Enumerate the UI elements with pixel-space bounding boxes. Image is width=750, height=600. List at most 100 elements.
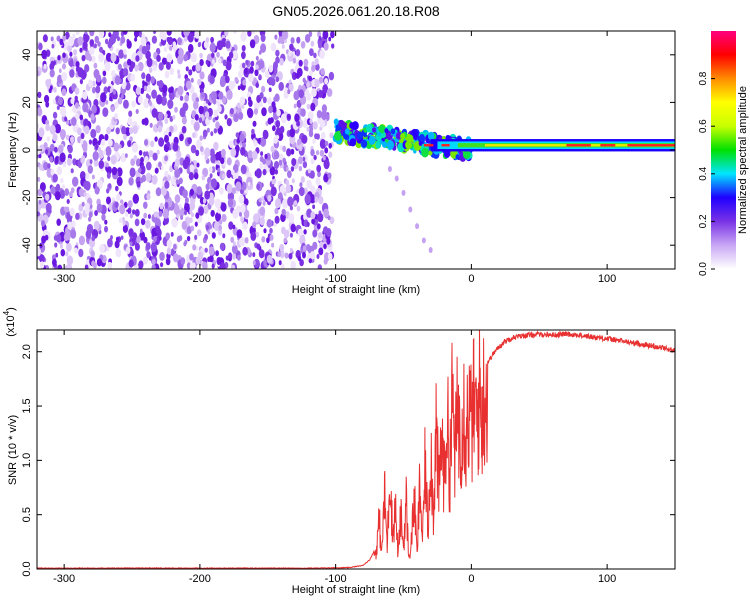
heatmap-cell [274, 198, 282, 209]
heatmap-cell [184, 197, 189, 204]
heatmap-cell [316, 254, 320, 259]
heatmap-cell [184, 156, 191, 166]
y-tick-label: 0.0 [21, 561, 33, 576]
heatmap-cell [238, 70, 243, 79]
heatmap-cell [56, 35, 61, 42]
heatmap-cell [421, 237, 426, 244]
heatmap-cell [52, 173, 58, 183]
heatmap-cell [228, 252, 233, 259]
heatmap-cell [146, 251, 151, 259]
heatmap-cell [69, 207, 75, 217]
heatmap-cell [324, 147, 329, 154]
heatmap-cell [209, 75, 215, 84]
heatmap-cell [288, 50, 292, 57]
heatmap-cell [208, 196, 215, 206]
heatmap-cell [40, 254, 45, 263]
heatmap-cell [66, 255, 74, 266]
heatmap-cell [79, 114, 84, 121]
heatmap-cell [75, 212, 80, 220]
heatmap-cell [146, 85, 151, 93]
heatmap-cell [106, 172, 111, 179]
heatmap-cell [251, 31, 256, 34]
heatmap-cell [44, 94, 50, 104]
heatmap-cell [264, 70, 270, 78]
heatmap-cell [65, 206, 70, 213]
heatmap-cell [65, 134, 70, 141]
heatmap-cell [338, 119, 345, 128]
heatmap-cell [133, 155, 138, 162]
heatmap-cell [235, 181, 242, 192]
heatmap-cell [302, 156, 306, 162]
heatmap-cell [212, 59, 215, 64]
heatmap-cell [216, 51, 220, 58]
heatmap-cell [96, 179, 103, 190]
heatmap-cell [239, 236, 245, 247]
heatmap-cell [284, 87, 289, 95]
heatmap-cell [56, 166, 63, 176]
heatmap-cell [59, 106, 67, 117]
heatmap-cell [118, 49, 124, 59]
heatmap-cell [255, 56, 259, 61]
y-tick-label: 2.0 [21, 344, 33, 359]
heatmap-cell [159, 202, 164, 210]
heatmap-cell [317, 212, 324, 223]
heatmap-cell [314, 58, 319, 65]
heatmap-cell [166, 31, 172, 36]
heatmap-cell [344, 128, 350, 135]
heatmap-cell [237, 254, 241, 261]
heatmap-cell [206, 127, 210, 133]
heatmap-cell [299, 259, 304, 267]
heatmap-cell [274, 207, 279, 215]
heatmap-cell [123, 134, 127, 140]
heatmap-cell [193, 100, 199, 110]
heatmap-cell [137, 95, 143, 104]
heatmap-cell [85, 173, 90, 180]
heatmap-cell [106, 126, 111, 135]
heatmap-cell [260, 136, 267, 147]
heatmap-cell [50, 168, 55, 176]
heatmap-cell [119, 204, 126, 215]
heatmap-cell [41, 49, 48, 60]
heatmap-cell [132, 209, 136, 215]
heatmap-cell [226, 183, 233, 194]
heatmap-cell [188, 172, 194, 181]
heatmap-cell [43, 63, 47, 69]
heatmap-cell [50, 36, 54, 42]
heatmap-cell [226, 169, 232, 179]
heatmap-cell [52, 133, 58, 142]
heatmap-cell [290, 166, 295, 172]
heatmap-cell [241, 103, 245, 109]
heatmap-cell [319, 241, 324, 249]
heatmap-cell [368, 135, 376, 145]
spectrogram-xlabel: Height of straight line (km) [292, 284, 420, 296]
snr-series [37, 330, 675, 569]
heatmap-cell [269, 227, 273, 234]
heatmap-cell [59, 189, 66, 199]
heatmap-cell [297, 255, 302, 262]
heatmap-cell [260, 34, 266, 43]
heatmap-cell [97, 146, 102, 153]
heatmap-cell [37, 211, 40, 217]
heatmap-cell [104, 219, 108, 225]
heatmap-cell [77, 127, 82, 136]
heatmap-cell [282, 145, 287, 152]
heatmap-cell [153, 211, 158, 218]
heatmap-cell [252, 221, 257, 229]
heatmap-cell [39, 182, 46, 192]
heatmap-cell [91, 260, 96, 267]
heatmap-cell [164, 180, 170, 189]
heatmap-cell [259, 101, 263, 107]
heatmap-cell [59, 243, 64, 249]
heatmap-cell [118, 217, 123, 224]
heatmap-cell [88, 216, 92, 222]
y-tick-label: 40 [21, 49, 33, 61]
heatmap-cell [218, 229, 222, 236]
heatmap-cell [288, 83, 294, 92]
heatmap-cell [78, 188, 84, 197]
heatmap-cell [166, 239, 172, 249]
heatmap-cell [146, 161, 152, 171]
heatmap-cell [233, 113, 239, 123]
heatmap-cell [178, 48, 184, 57]
heatmap-cell [318, 89, 324, 98]
heatmap-cell [38, 42, 43, 51]
